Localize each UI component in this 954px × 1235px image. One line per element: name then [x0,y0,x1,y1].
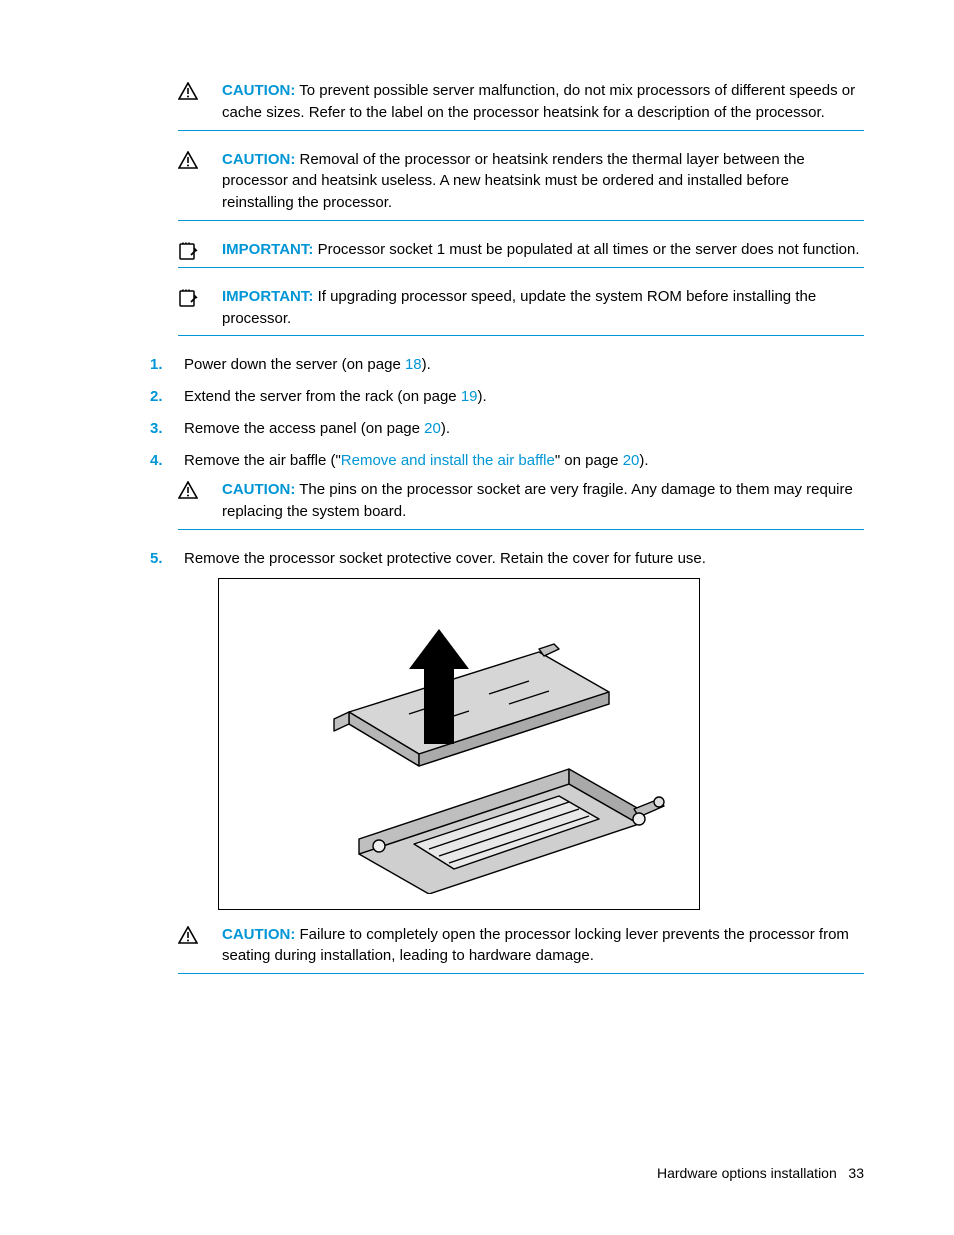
page-footer: Hardware options installation 33 [657,1165,864,1181]
footer-page: 33 [848,1165,864,1181]
caution-label: CAUTION: [222,82,295,99]
caution-text-6: CAUTION: Failure to completely open the … [222,924,864,968]
caution-text-5: CAUTION: The pins on the processor socke… [222,479,864,523]
caution-text-1: CAUTION: To prevent possible server malf… [222,80,864,124]
caution-label: CAUTION: [222,926,295,943]
step-1: Power down the server (on page 18). [150,354,864,376]
caution-icon [178,80,222,100]
important-text-2: IMPORTANT: If upgrading processor speed,… [222,286,864,330]
page-link-18[interactable]: 18 [405,356,422,373]
step-3: Remove the access panel (on page 20). [150,418,864,440]
important-icon [178,286,222,308]
important-label: IMPORTANT: [222,288,313,305]
caution-body-2: Removal of the processor or heatsink ren… [222,151,805,212]
important-label: IMPORTANT: [222,241,313,258]
important-icon [178,239,222,261]
page-link-20[interactable]: 20 [424,420,441,437]
caution-block-2: CAUTION: Removal of the processor or hea… [178,149,864,221]
important-text-1: IMPORTANT: Processor socket 1 must be po… [222,239,864,261]
caution-icon [178,479,222,499]
caution-icon [178,924,222,944]
important-block-2: IMPORTANT: If upgrading processor speed,… [178,286,864,337]
caution-label: CAUTION: [222,481,295,498]
xref-air-baffle[interactable]: Remove and install the air baffle [341,452,555,469]
caution-body-5: The pins on the processor socket are ver… [222,481,853,520]
caution-label: CAUTION: [222,151,295,168]
important-body-1: Processor socket 1 must be populated at … [318,241,860,258]
page-link-19[interactable]: 19 [461,388,478,405]
step-list: Power down the server (on page 18). Exte… [150,354,864,974]
figure-processor-cover [218,578,700,910]
important-block-1: IMPORTANT: Processor socket 1 must be po… [178,239,864,268]
caution-block-5: CAUTION: The pins on the processor socke… [178,479,864,530]
caution-block-6: CAUTION: Failure to completely open the … [178,924,864,975]
caution-text-2: CAUTION: Removal of the processor or hea… [222,149,864,214]
caution-body-1: To prevent possible server malfunction, … [222,82,855,121]
step-4: Remove the air baffle ("Remove and insta… [150,450,864,530]
caution-body-6: Failure to completely open the processor… [222,926,849,965]
page-link-20b[interactable]: 20 [623,452,640,469]
step-2: Extend the server from the rack (on page… [150,386,864,408]
step-5: Remove the processor socket protective c… [150,548,864,974]
footer-section: Hardware options installation [657,1165,837,1181]
caution-block-1: CAUTION: To prevent possible server malf… [178,80,864,131]
caution-icon [178,149,222,169]
